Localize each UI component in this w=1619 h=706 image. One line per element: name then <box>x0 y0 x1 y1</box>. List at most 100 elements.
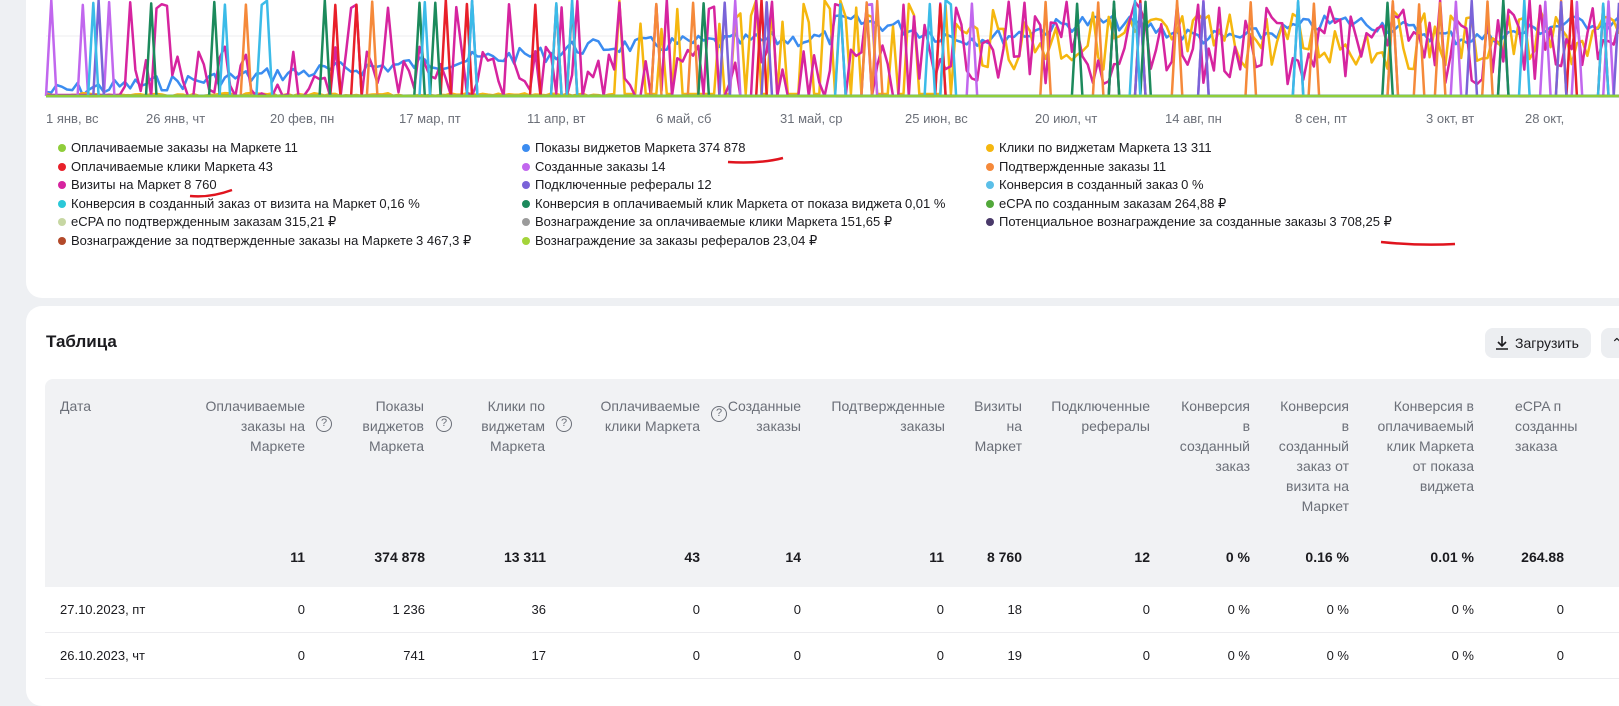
column-header[interactable]: Конверсия в оплачиваемый клик Маркета от по… <box>1377 398 1475 494</box>
x-tick-label: 17 мар, пт <box>399 111 461 126</box>
legend-item[interactable]: Вознаграждение за подтвержденные заказы … <box>58 231 471 250</box>
legend-item[interactable]: Вознаграждение за заказы рефералов 23,04 … <box>522 231 817 250</box>
legend-item[interactable]: Показы виджетов Маркета 374 878 <box>522 138 745 157</box>
chevron-up-icon: ⌃ <box>1611 335 1619 351</box>
legend-item[interactable]: Конверсия в созданный заказ 0 % <box>986 175 1204 194</box>
legend-value: 315,21 ₽ <box>284 214 337 229</box>
legend-value: 151,65 ₽ <box>840 214 893 229</box>
table-title: Таблица <box>46 332 117 351</box>
legend-label: Конверсия в созданный заказ от визита на… <box>71 195 377 211</box>
table-row[interactable]: 26.10.2023, чт 0 741 17 0 0 0 19 0 0 % 0 % 0 % 0 <box>45 633 1619 679</box>
totals-row: 11 374 878 13 311 43 14 11 8 760 12 0 % 0.16 % 0.0… <box>45 529 1619 587</box>
legend-item[interactable]: Подтвержденные заказы 11 <box>986 157 1166 176</box>
x-tick-label: 28 окт, <box>1525 111 1565 126</box>
line-chart <box>44 0 1619 98</box>
date-cell: 26.10.2023, чт <box>60 648 146 663</box>
legend-item[interactable]: eCPA по созданным заказам 264,88 ₽ <box>986 194 1226 213</box>
legend-label: Потенциальное вознаграждение за созданны… <box>999 214 1327 229</box>
value-cell: 17 <box>531 648 546 663</box>
column-header[interactable]: Созданные заказы <box>727 398 801 434</box>
legend-label: eCPA по созданным заказам <box>999 195 1172 211</box>
value-cell: 0 % <box>1451 602 1474 617</box>
column-header[interactable]: Клики по виджетам Маркета <box>481 398 545 454</box>
value-cell: 0 <box>1142 602 1150 617</box>
value-cell: 0 % <box>1227 648 1250 663</box>
value-cell: 0 <box>692 648 700 663</box>
legend-value: 43 <box>258 158 273 174</box>
download-icon <box>1496 336 1508 350</box>
table-row[interactable]: 27.10.2023, пт 0 1 236 36 0 0 0 18 0 0 % 0 % 0 % 0 <box>45 587 1619 633</box>
column-header[interactable]: Оплачиваемые заказы на Маркете <box>205 398 305 454</box>
legend-dot-icon <box>58 236 66 245</box>
value-cell: 0 <box>297 602 305 617</box>
legend-value: 13 311 <box>1172 140 1212 155</box>
legend-item[interactable]: eCPA по подтвержденным заказам 315,21 ₽ <box>58 212 336 231</box>
column-header[interactable]: Оплачиваемые клики Маркета <box>600 398 700 434</box>
value-cell: 374 878 <box>374 549 425 565</box>
column-header[interactable]: Конверсия в созданный заказ <box>1179 398 1250 474</box>
legend-label: Клики по виджетам Маркета <box>999 140 1170 155</box>
x-tick-label: 8 сен, пт <box>1295 111 1347 126</box>
legend-dot-icon <box>986 199 994 208</box>
value-cell: 14 <box>785 549 801 565</box>
legend-value: 264,88 ₽ <box>1174 195 1227 211</box>
value-cell: 18 <box>1007 602 1022 617</box>
date-cell: 27.10.2023, пт <box>60 602 146 617</box>
legend-dot-icon <box>522 144 530 152</box>
download-button[interactable]: Загрузить <box>1485 328 1591 358</box>
legend-item[interactable]: Конверсия в созданный заказ от визита на… <box>58 194 420 213</box>
legend-label: Визиты на Маркет <box>71 177 182 192</box>
value-cell: 43 <box>684 549 700 565</box>
help-icon[interactable]: ? <box>316 416 332 432</box>
legend-item[interactable]: Оплачиваемые клики Маркета 43 <box>58 157 273 176</box>
value-cell: 1 236 <box>392 602 425 617</box>
legend-item[interactable]: Клики по виджетам Маркета 13 311 <box>986 138 1212 157</box>
help-icon[interactable]: ? <box>556 416 572 432</box>
value-cell: 0 <box>936 602 944 617</box>
column-header[interactable]: Показы виджетов Маркета <box>362 398 424 454</box>
value-cell: 0 <box>297 648 305 663</box>
legend-label: Конверсия в созданный заказ <box>999 177 1179 192</box>
collapse-button[interactable]: ⌃ <box>1601 328 1619 358</box>
legend-item[interactable]: Подключенные рефералы 12 <box>522 175 712 194</box>
value-cell: 264.88 <box>1521 549 1564 565</box>
value-cell: 0 <box>936 648 944 663</box>
legend-item[interactable]: Вознаграждение за оплачиваемые клики Мар… <box>522 212 892 231</box>
x-tick-label: 14 авг, пн <box>1165 111 1222 126</box>
legend-dot-icon <box>58 199 66 208</box>
x-tick-label: 1 янв, вс <box>46 111 99 126</box>
help-icon[interactable]: ? <box>436 416 452 432</box>
value-cell: 0 <box>1556 648 1564 663</box>
legend-dot-icon <box>522 162 530 171</box>
legend-dot-icon <box>522 236 530 245</box>
x-tick-label: 20 июл, чт <box>1035 111 1098 126</box>
value-cell: 0 % <box>1451 648 1474 663</box>
legend-label: Конверсия в оплачиваемый клик Маркета от… <box>535 195 902 211</box>
legend-value: 11 <box>1152 158 1167 174</box>
column-header[interactable]: Визиты на Маркет <box>974 398 1022 454</box>
legend-dot-icon <box>58 181 66 189</box>
legend-value: 374 878 <box>698 140 746 155</box>
legend-value: 0,01 % <box>904 195 946 211</box>
x-tick-label: 3 окт, вт <box>1426 111 1475 126</box>
legend-item[interactable]: Конверсия в оплачиваемый клик Маркета от… <box>522 194 945 213</box>
column-header[interactable]: eCPA п созданны заказа <box>1515 398 1578 454</box>
legend-value: 0,16 % <box>379 195 420 211</box>
value-cell: 0 <box>692 602 700 617</box>
legend-label: Подключенные рефералы <box>535 177 695 192</box>
legend-item[interactable]: Визиты на Маркет 8 760 <box>58 175 217 194</box>
legend-item[interactable]: Оплачиваемые заказы на Маркете 11 <box>58 138 298 157</box>
help-icon[interactable]: ? <box>711 406 727 422</box>
column-header[interactable]: Подключенные рефералы <box>1051 398 1150 434</box>
value-cell: 36 <box>531 602 546 617</box>
value-cell: 0.16 % <box>1305 549 1349 565</box>
legend-item[interactable]: Созданные заказы 14 <box>522 157 666 176</box>
column-header[interactable]: Конверсия в созданный заказ от визита на Марк… <box>1278 398 1349 514</box>
column-header[interactable]: Подтвержденные заказы <box>831 398 945 434</box>
legend-value: 12 <box>697 177 712 192</box>
legend-item[interactable]: Потенциальное вознаграждение за созданны… <box>986 212 1392 231</box>
legend-dot-icon <box>522 199 530 208</box>
legend-label: Вознаграждение за заказы рефералов <box>535 232 770 248</box>
column-header[interactable]: Дата <box>60 398 92 414</box>
value-cell: 0 <box>1556 602 1564 617</box>
